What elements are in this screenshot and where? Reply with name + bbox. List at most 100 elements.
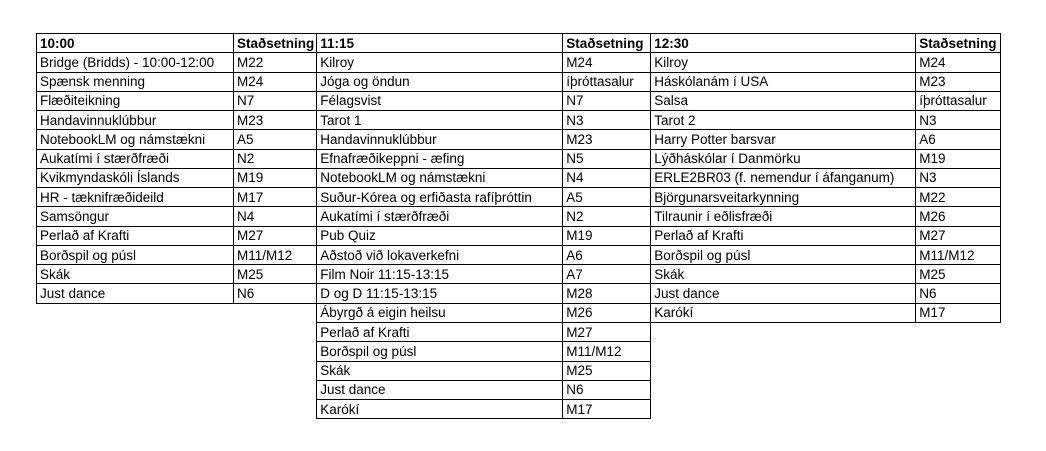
event-cell: Borðspil og púsl: [650, 244, 917, 266]
event-cell: Félagsvist: [316, 90, 564, 112]
location-cell: N2: [562, 206, 652, 227]
table-row: Efnafræðikeppni - æfing N5: [316, 148, 652, 169]
table-row: Perlað af Krafti M27: [650, 225, 1002, 246]
event-cell: Aukatími í stærðfræði: [316, 206, 564, 227]
schedule-table-1000: 10:00 Staðsetning Bridge (Bridds) - 10:0…: [36, 32, 318, 304]
location-cell: N6: [232, 283, 318, 304]
event-cell: Just dance: [36, 283, 234, 304]
location-cell: M22: [915, 187, 1002, 208]
location-cell: N3: [915, 167, 1002, 189]
table-row: Skák M25: [650, 264, 1002, 285]
event-cell: Karókí: [316, 399, 564, 420]
event-cell: Aðstoð við lokaverkefni: [316, 244, 564, 266]
event-cell: Tilraunir í eðlisfræði: [650, 206, 917, 227]
table-row: Borðspil og púsl M11/M12: [36, 244, 318, 266]
table-row: Borðspil og púsl M11/M12: [316, 341, 652, 362]
table-row: Pub Quiz M19: [316, 225, 652, 246]
location-cell: M24: [562, 52, 652, 73]
location-cell: M27: [915, 225, 1002, 246]
header-row: 10:00 Staðsetning: [36, 32, 318, 54]
header-row: 11:15 Staðsetning: [316, 32, 652, 54]
event-cell: Kilroy: [316, 52, 564, 73]
event-cell: Just dance: [650, 283, 917, 304]
location-cell: M17: [915, 302, 1002, 323]
event-cell: Tarot 2: [650, 110, 917, 131]
event-cell: Lýðháskólar í Danmörku: [650, 148, 917, 169]
location-cell: M11/M12: [232, 244, 318, 266]
location-cell: íþróttasalur: [562, 71, 652, 92]
table-row: Kilroy M24: [316, 52, 652, 73]
location-cell: N3: [915, 110, 1002, 131]
table-row: Björgunarsveitarkynning M22: [650, 187, 1002, 208]
location-header: Staðsetning: [915, 32, 1002, 54]
location-cell: A6: [915, 129, 1002, 150]
location-cell: M27: [232, 225, 318, 246]
location-cell: M24: [915, 52, 1002, 73]
location-cell: M25: [562, 360, 652, 381]
event-cell: Flæðiteikning: [36, 90, 234, 112]
event-cell: Kvikmyndaskóli Íslands: [36, 167, 234, 189]
table-row: Kvikmyndaskóli Íslands M19: [36, 167, 318, 189]
table-row: Perlað af Krafti M27: [316, 321, 652, 343]
time-header: 10:00: [36, 32, 234, 54]
table-row: Spænsk menning M24: [36, 71, 318, 92]
location-cell: N6: [915, 283, 1002, 304]
location-cell: M25: [232, 264, 318, 285]
table-row: Suður-Kórea og erfiðasta rafíþróttin A5: [316, 187, 652, 208]
table-row: Tarot 2 N3: [650, 110, 1002, 131]
location-cell: N4: [562, 167, 652, 189]
location-cell: N7: [562, 90, 652, 112]
location-cell: M19: [562, 225, 652, 246]
event-cell: NotebookLM og námstækni: [316, 167, 564, 189]
location-cell: M24: [232, 71, 318, 92]
location-cell: A5: [562, 187, 652, 208]
table-row: HR - tæknifræðideild M17: [36, 187, 318, 208]
table-row: Jóga og öndun íþróttasalur: [316, 71, 652, 92]
event-cell: Björgunarsveitarkynning: [650, 187, 917, 208]
location-cell: M23: [562, 129, 652, 150]
event-cell: Skák: [316, 360, 564, 381]
location-cell: M22: [232, 52, 318, 73]
location-header: Staðsetning: [232, 32, 318, 54]
event-cell: Film Noir 11:15-13:15: [316, 264, 564, 285]
event-cell: Jóga og öndun: [316, 71, 564, 92]
table-row: Flæðiteikning N7: [36, 90, 318, 112]
location-cell: M28: [562, 283, 652, 304]
event-cell: Salsa: [650, 90, 917, 112]
location-cell: N3: [562, 110, 652, 131]
event-cell: Handavinnuklúbbur: [316, 129, 564, 150]
time-header: 12:30: [650, 32, 917, 54]
table-row: Aukatími í stærðfræði N2: [316, 206, 652, 227]
table-row: Skák M25: [316, 360, 652, 381]
event-cell: Just dance: [316, 379, 564, 401]
table-row: Skák M25: [36, 264, 318, 285]
location-cell: M26: [562, 302, 652, 323]
time-header: 11:15: [316, 32, 564, 54]
table-row: Aðstoð við lokaverkefni A6: [316, 244, 652, 266]
location-cell: M25: [915, 264, 1002, 285]
location-cell: A7: [562, 264, 652, 285]
event-cell: D og D 11:15-13:15: [316, 283, 564, 304]
event-cell: Bridge (Bridds) - 10:00-12:00: [36, 52, 234, 73]
location-cell: N4: [232, 206, 318, 227]
table-row: Karókí M17: [316, 399, 652, 420]
event-cell: Perlað af Krafti: [650, 225, 917, 246]
location-cell: A5: [232, 129, 318, 150]
table-row: Kilroy M24: [650, 52, 1002, 73]
table-row: Borðspil og púsl M11/M12: [650, 244, 1002, 266]
event-cell: Perlað af Krafti: [36, 225, 234, 246]
table-row: Harry Potter barsvar A6: [650, 129, 1002, 150]
table-row: Háskólanám í USA M23: [650, 71, 1002, 92]
schedule-tables: 10:00 Staðsetning Bridge (Bridds) - 10:0…: [36, 32, 1002, 420]
table-row: Ábyrgð á eigin heilsu M26: [316, 302, 652, 323]
table-row: ERLE2BR03 (f. nemendur í áfanganum) N3: [650, 167, 1002, 189]
event-cell: Tarot 1: [316, 110, 564, 131]
table-row: Tilraunir í eðlisfræði M26: [650, 206, 1002, 227]
event-cell: Skák: [650, 264, 917, 285]
table-row: Film Noir 11:15-13:15 A7: [316, 264, 652, 285]
location-cell: M26: [915, 206, 1002, 227]
location-cell: M17: [562, 399, 652, 420]
schedule-table-1115: 11:15 Staðsetning Kilroy M24 Jóga og öndun…: [316, 32, 652, 420]
location-cell: M11/M12: [562, 341, 652, 362]
event-cell: Samsöngur: [36, 206, 234, 227]
